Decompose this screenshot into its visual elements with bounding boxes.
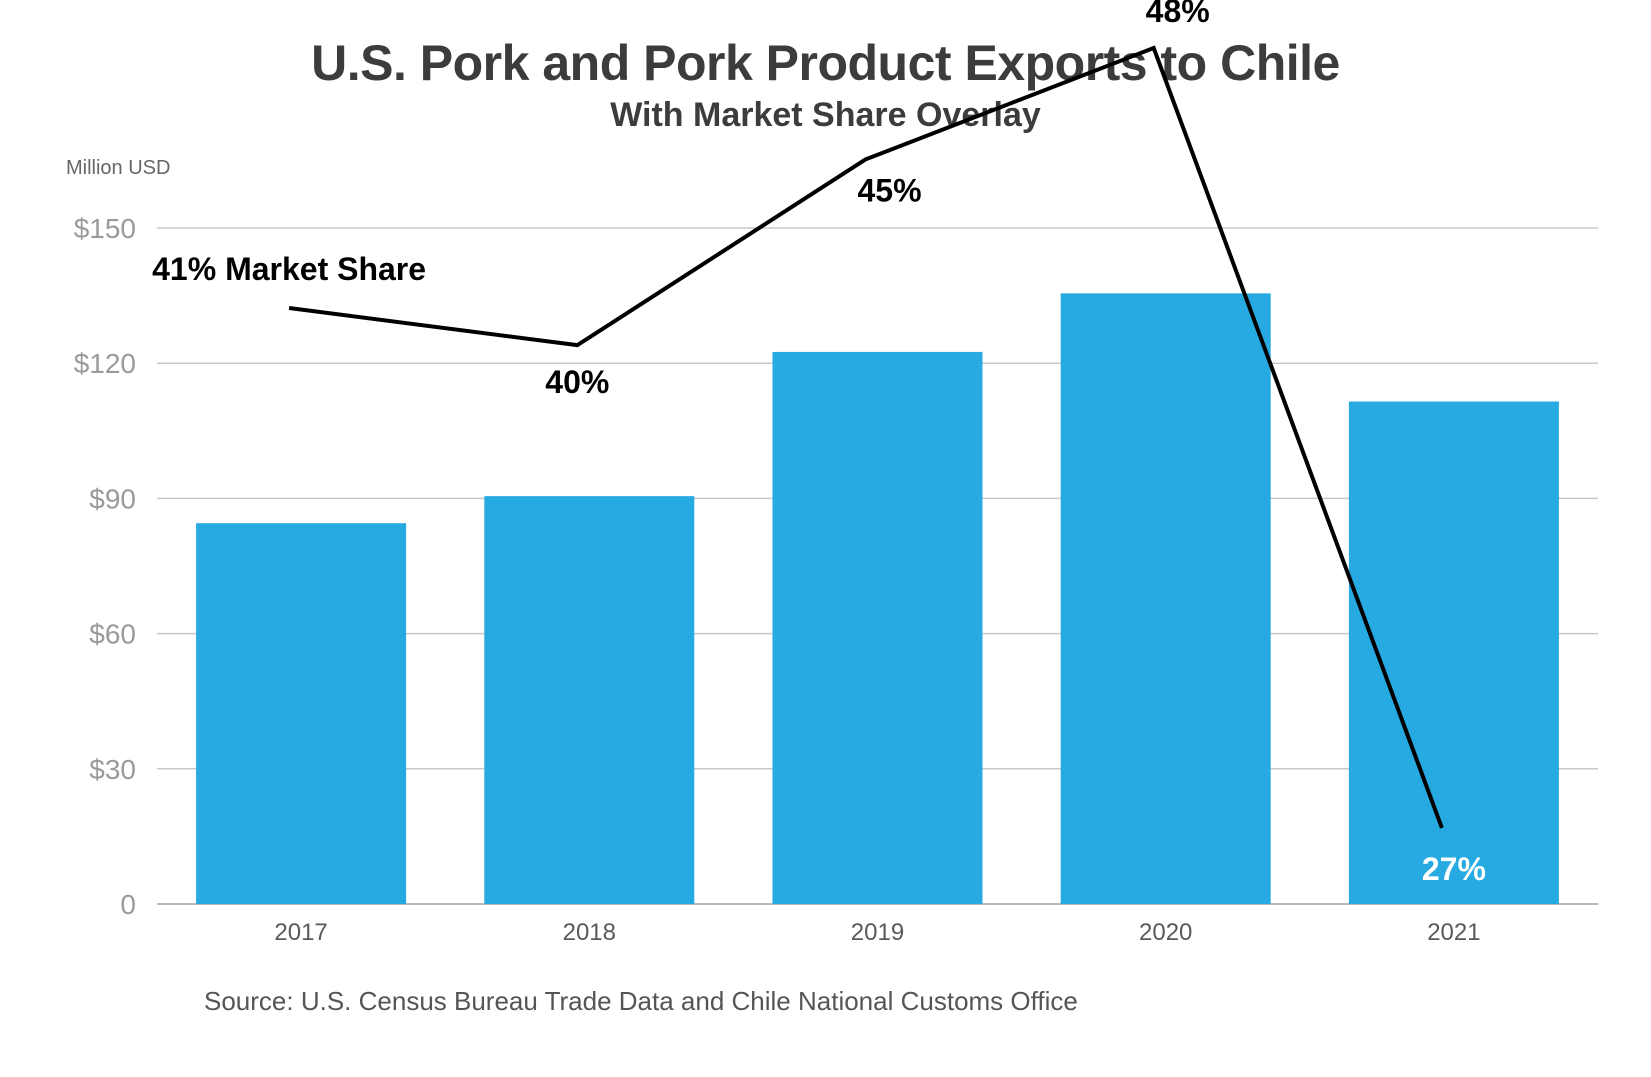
market-share-label: 41% Market Share	[152, 251, 426, 287]
market-share-label: 27%	[1422, 851, 1486, 887]
y-tick-label: $30	[89, 754, 136, 785]
market-share-label: 45%	[857, 172, 921, 208]
x-tick-label: 2017	[274, 919, 327, 946]
y-tick-label: $120	[74, 348, 136, 379]
bar-2021	[1348, 401, 1559, 904]
y-tick-label: 0	[120, 889, 136, 920]
bar-2020	[1060, 293, 1271, 904]
chart-title: U.S. Pork and Pork Product Exports to Ch…	[311, 35, 1340, 91]
y-tick-label: $60	[89, 619, 136, 650]
y-tick-label: $90	[89, 483, 136, 514]
y-axis-unit-label: Million USD	[66, 157, 170, 179]
bar-2018	[484, 496, 695, 904]
market-share-line	[288, 45, 1444, 829]
source-note: Source: U.S. Census Bureau Trade Data an…	[204, 986, 1078, 1016]
chart-subtitle: With Market Share Overlay	[610, 96, 1041, 134]
market-share-label: 40%	[545, 364, 609, 400]
x-tick-label: 2021	[1427, 919, 1480, 946]
bar-2019	[772, 351, 983, 904]
bar-2017	[196, 523, 407, 904]
market-share-label: 48%	[1146, 0, 1210, 29]
x-tick-label: 2020	[1139, 919, 1192, 946]
y-tick-label: $150	[74, 213, 136, 244]
x-tick-label: 2018	[563, 919, 616, 946]
x-tick-label: 2019	[851, 919, 904, 946]
